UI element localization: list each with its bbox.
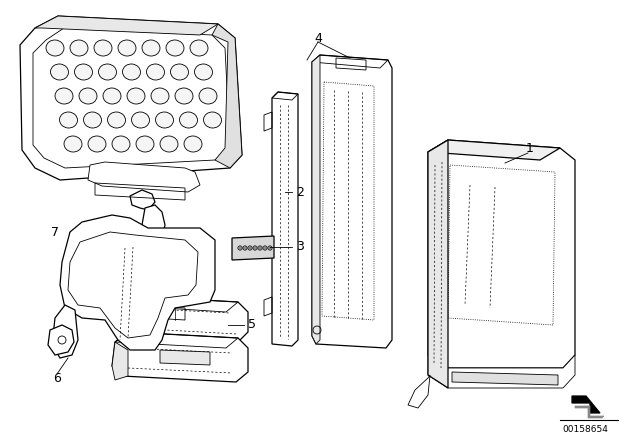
Polygon shape [112, 332, 248, 382]
Ellipse shape [70, 40, 88, 56]
Circle shape [258, 246, 262, 250]
Circle shape [253, 246, 257, 250]
Polygon shape [448, 165, 555, 325]
Ellipse shape [199, 88, 217, 104]
Text: 6: 6 [53, 371, 61, 384]
Text: 4: 4 [314, 31, 322, 44]
Ellipse shape [64, 136, 82, 152]
Ellipse shape [51, 64, 68, 80]
Ellipse shape [160, 136, 178, 152]
Ellipse shape [94, 40, 112, 56]
Polygon shape [35, 16, 218, 35]
Polygon shape [322, 82, 374, 320]
Text: 5: 5 [248, 319, 256, 332]
Polygon shape [452, 372, 558, 385]
Ellipse shape [184, 136, 202, 152]
Polygon shape [272, 92, 298, 346]
Ellipse shape [46, 40, 64, 56]
Polygon shape [52, 305, 78, 358]
Ellipse shape [175, 88, 193, 104]
Polygon shape [130, 190, 155, 210]
Ellipse shape [204, 112, 221, 128]
Polygon shape [312, 55, 392, 348]
Ellipse shape [127, 88, 145, 104]
Ellipse shape [103, 88, 121, 104]
Polygon shape [572, 396, 600, 413]
Polygon shape [212, 24, 242, 168]
Ellipse shape [74, 64, 93, 80]
Text: 7: 7 [51, 225, 59, 238]
Ellipse shape [108, 112, 125, 128]
Ellipse shape [190, 40, 208, 56]
Polygon shape [160, 350, 210, 365]
Polygon shape [428, 355, 575, 388]
Polygon shape [115, 305, 130, 342]
Ellipse shape [147, 64, 164, 80]
Text: 1: 1 [526, 142, 534, 155]
Ellipse shape [55, 88, 73, 104]
Polygon shape [312, 55, 320, 344]
Polygon shape [232, 236, 274, 260]
Ellipse shape [122, 64, 141, 80]
Polygon shape [428, 140, 575, 368]
Polygon shape [112, 342, 128, 380]
Text: 3: 3 [296, 241, 304, 254]
Circle shape [248, 246, 252, 250]
Circle shape [268, 246, 272, 250]
Ellipse shape [131, 112, 150, 128]
Polygon shape [408, 375, 430, 408]
Text: 2: 2 [296, 185, 304, 198]
Ellipse shape [83, 112, 102, 128]
Ellipse shape [60, 112, 77, 128]
Ellipse shape [179, 112, 198, 128]
Circle shape [243, 246, 247, 250]
Ellipse shape [195, 64, 212, 80]
Ellipse shape [156, 112, 173, 128]
Text: 00158654: 00158654 [562, 426, 608, 435]
Polygon shape [428, 140, 448, 388]
Polygon shape [60, 215, 215, 350]
Polygon shape [575, 406, 604, 418]
Polygon shape [20, 16, 242, 180]
Ellipse shape [112, 136, 130, 152]
Circle shape [238, 246, 242, 250]
Ellipse shape [88, 136, 106, 152]
Ellipse shape [151, 88, 169, 104]
Circle shape [263, 246, 268, 250]
Polygon shape [142, 205, 165, 242]
Ellipse shape [99, 64, 116, 80]
Ellipse shape [142, 40, 160, 56]
Ellipse shape [79, 88, 97, 104]
Ellipse shape [118, 40, 136, 56]
Ellipse shape [136, 136, 154, 152]
Ellipse shape [170, 64, 189, 80]
Polygon shape [428, 140, 560, 160]
Polygon shape [115, 296, 248, 342]
Polygon shape [48, 325, 74, 355]
Ellipse shape [166, 40, 184, 56]
Polygon shape [88, 162, 200, 192]
